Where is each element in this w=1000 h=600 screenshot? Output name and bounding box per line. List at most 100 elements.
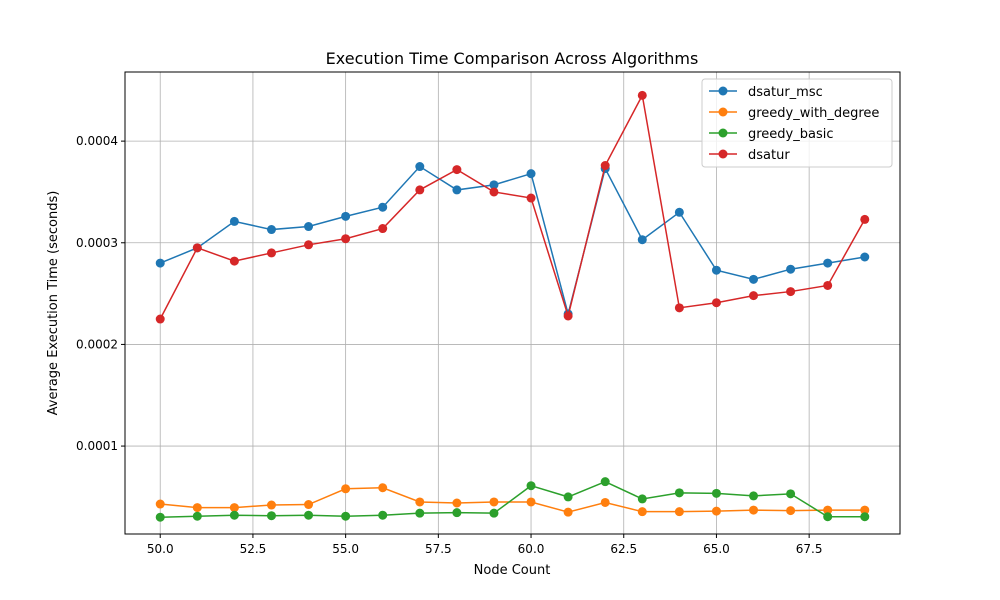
data-point <box>749 505 759 515</box>
data-point <box>860 505 870 515</box>
data-point <box>452 498 462 508</box>
data-point <box>192 503 202 513</box>
x-axis-title: Node Count <box>474 563 551 578</box>
data-point <box>378 202 388 212</box>
data-point <box>600 497 610 507</box>
data-point <box>563 311 573 321</box>
data-point <box>266 511 276 521</box>
data-point <box>415 497 425 507</box>
data-point <box>415 508 425 518</box>
data-point <box>155 314 165 324</box>
data-point <box>229 510 239 520</box>
data-point <box>378 510 388 520</box>
data-point <box>415 185 425 195</box>
data-point <box>637 90 647 100</box>
legend-box <box>701 78 893 168</box>
data-point <box>341 484 351 494</box>
series-greedy_with_degree <box>155 483 870 517</box>
y-tick-label: 0.0001 <box>76 439 118 453</box>
y-axis: 0.0001 0.0002 0.0003 0.0004 <box>76 134 125 453</box>
y-tick-label: 0.0004 <box>76 134 118 148</box>
data-point <box>674 488 684 498</box>
series-line <box>159 93 866 320</box>
data-point <box>860 512 870 522</box>
chart-title: Execution Time Comparison Across Algorit… <box>326 49 699 68</box>
legend-item: greedy_with_degree <box>709 106 879 121</box>
legend-item: dsatur_msc <box>709 85 823 100</box>
data-point <box>341 234 351 244</box>
data-point <box>637 494 647 504</box>
series-line <box>160 486 865 513</box>
data-point <box>860 252 870 262</box>
x-tick-label: 50.0 <box>147 542 174 556</box>
legend-label: greedy_with_degree <box>748 106 879 121</box>
data-point <box>786 264 796 274</box>
data-point <box>674 207 684 217</box>
data-point <box>823 505 833 515</box>
data-point <box>304 240 314 250</box>
series-dsatur <box>155 90 870 324</box>
legend-marker <box>718 128 728 138</box>
legend-item: dsatur <box>709 148 790 163</box>
y-tick-label: 0.0002 <box>76 337 118 351</box>
data-point <box>637 507 647 517</box>
data-point <box>823 280 833 290</box>
x-tick-label: 67.5 <box>796 542 823 556</box>
data-point <box>341 211 351 221</box>
x-tick-label: 60.0 <box>518 542 545 556</box>
data-point <box>229 503 239 513</box>
data-point <box>823 512 833 522</box>
data-point <box>786 287 796 297</box>
data-point <box>304 510 314 520</box>
data-point <box>860 214 870 224</box>
data-point <box>489 508 499 518</box>
data-point <box>452 165 462 175</box>
data-point <box>637 235 647 245</box>
legend-marker <box>718 149 728 159</box>
data-point <box>526 481 536 491</box>
data-point <box>266 500 276 510</box>
x-tick-label: 52.5 <box>240 542 267 556</box>
data-point <box>155 512 165 522</box>
data-point <box>304 222 314 232</box>
data-point <box>711 488 721 498</box>
legend-item: greedy_basic <box>709 127 834 142</box>
plot-frame <box>124 71 901 535</box>
data-point <box>711 506 721 516</box>
legend-marker <box>718 107 728 117</box>
data-point <box>786 489 796 499</box>
x-tick-label: 65.0 <box>703 542 730 556</box>
data-point <box>341 511 351 521</box>
data-point <box>749 491 759 501</box>
x-axis: 50.0 52.5 55.0 57.5 60.0 62.5 65.0 67.5 <box>147 534 823 556</box>
data-point <box>192 511 202 521</box>
data-point <box>526 169 536 179</box>
data-point <box>229 256 239 266</box>
x-tick-label: 57.5 <box>425 542 452 556</box>
data-point <box>266 225 276 235</box>
data-point <box>452 508 462 518</box>
data-point <box>489 497 499 507</box>
series-greedy_basic <box>155 477 870 522</box>
data-point <box>266 248 276 258</box>
series-layer <box>155 90 870 522</box>
data-point <box>304 500 314 510</box>
data-point <box>155 258 165 268</box>
data-point <box>600 161 610 171</box>
data-point <box>563 507 573 517</box>
legend-label: dsatur <box>748 148 790 163</box>
legend-label: dsatur_msc <box>748 85 823 100</box>
data-point <box>600 477 610 487</box>
legend-marker <box>718 86 728 96</box>
series-line <box>159 165 865 317</box>
data-point <box>674 507 684 517</box>
data-point <box>378 224 388 234</box>
legend-label: greedy_basic <box>748 127 834 142</box>
data-point <box>489 180 499 190</box>
legend: dsatur_msc greedy_with_degree greedy_basic… <box>701 78 893 168</box>
data-point <box>823 258 833 268</box>
data-point <box>378 483 388 493</box>
data-point <box>711 298 721 308</box>
x-tick-label: 55.0 <box>332 542 359 556</box>
